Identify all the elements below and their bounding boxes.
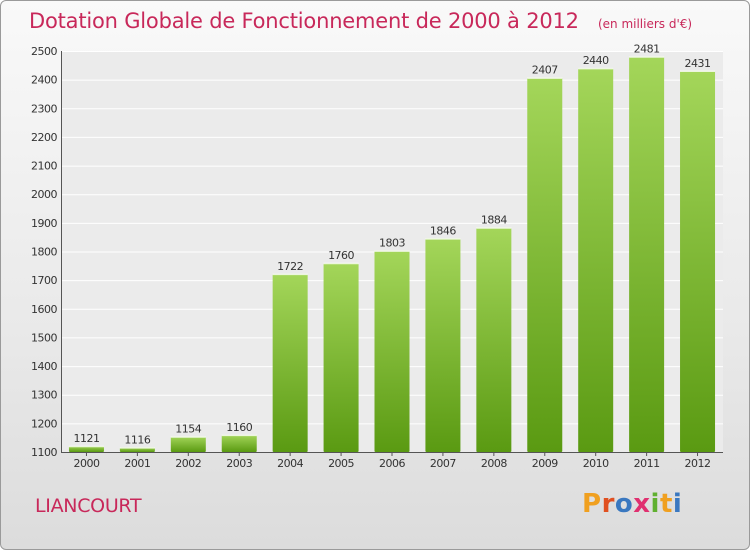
data-label: 2440 — [583, 54, 609, 67]
data-label: 2431 — [685, 57, 711, 70]
x-tick-label: 2010 — [583, 457, 609, 470]
logo-letter: P — [582, 489, 602, 519]
bar — [323, 262, 359, 452]
y-tick-label: 1700 — [31, 274, 57, 287]
logo-letter: i — [672, 489, 683, 519]
x-tick-label: 2003 — [226, 457, 252, 470]
y-tick-label: 2200 — [31, 131, 57, 144]
x-tick-label: 2012 — [685, 457, 711, 470]
y-tick-label: 2100 — [31, 160, 57, 173]
bar — [476, 227, 512, 452]
y-tick-label: 1900 — [31, 217, 57, 230]
y-tick-label: 2000 — [31, 188, 57, 201]
data-label: 1722 — [277, 260, 303, 273]
bar — [374, 250, 410, 452]
x-tick-label: 2009 — [532, 457, 558, 470]
data-label: 1760 — [328, 249, 354, 262]
y-tick-label: 1500 — [31, 331, 57, 344]
data-label: 1884 — [481, 213, 507, 226]
data-label: 1121 — [73, 432, 99, 445]
bar — [578, 68, 614, 452]
y-tick-label: 2400 — [31, 74, 57, 87]
logo-letter: r — [601, 489, 615, 519]
logo-letter: t — [659, 489, 673, 519]
y-tick-label: 1100 — [31, 446, 57, 459]
data-label: 1846 — [430, 224, 456, 237]
data-label: 2407 — [532, 64, 558, 77]
logo-letter: i — [650, 489, 660, 519]
bar — [272, 273, 308, 452]
y-tick-label: 1800 — [31, 246, 57, 259]
bar — [170, 436, 206, 452]
chart-title-block: Dotation Globale de Fonctionnement de 20… — [29, 9, 692, 33]
y-tick-label: 1300 — [31, 389, 57, 402]
data-label: 1160 — [226, 421, 252, 434]
x-tick-label: 2004 — [277, 457, 303, 470]
logo-letter: o — [614, 489, 634, 519]
data-label: 1803 — [379, 237, 405, 250]
y-tick-label: 1400 — [31, 360, 57, 373]
x-tick-label: 2011 — [634, 457, 660, 470]
bar — [629, 56, 665, 453]
chart-subtitle: (en milliers d'€) — [597, 17, 693, 31]
bar — [221, 434, 257, 452]
x-tick-label: 2007 — [430, 457, 456, 470]
y-tick-label: 1200 — [31, 417, 57, 430]
y-tick-label: 2300 — [31, 102, 57, 115]
commune-name: LIANCOURT — [35, 495, 142, 517]
y-tick-label: 1600 — [31, 303, 57, 316]
x-tick-label: 2000 — [73, 457, 99, 470]
data-label: 1116 — [124, 433, 150, 446]
x-tick-label: 2008 — [481, 457, 507, 470]
x-tick-label: 2005 — [328, 457, 354, 470]
chart-title: Dotation Globale de Fonctionnement de 20… — [29, 9, 579, 33]
bar — [68, 445, 104, 452]
x-tick-label: 2006 — [379, 457, 405, 470]
data-label: 2481 — [634, 42, 660, 55]
logo-letter: x — [633, 489, 651, 519]
bar — [680, 70, 716, 452]
bar — [425, 238, 461, 452]
bar — [527, 77, 563, 453]
data-label: 1154 — [175, 423, 201, 436]
x-tick-label: 2001 — [124, 457, 150, 470]
y-tick-label: 2500 — [31, 45, 57, 58]
proxiti-logo: Proxiti — [582, 489, 682, 519]
x-tick-label: 2002 — [175, 457, 201, 470]
